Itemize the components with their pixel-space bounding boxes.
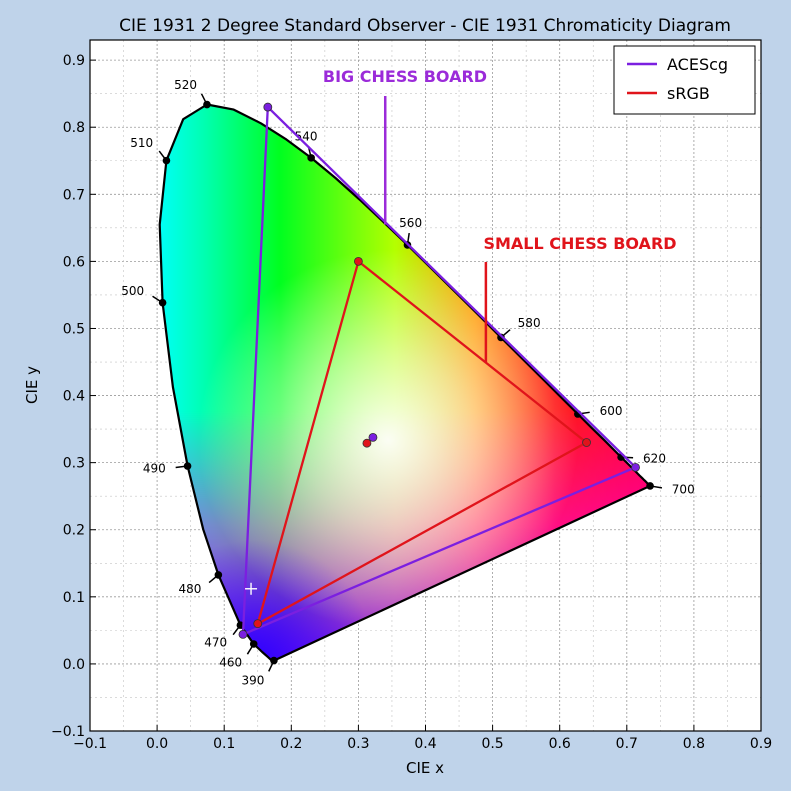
wavelength-label: 560	[399, 216, 422, 230]
wavelength-label: 460	[219, 656, 242, 670]
primary-point-srgb	[253, 619, 263, 629]
x-tick-label: 0.8	[683, 736, 705, 752]
y-tick-label: 0.7	[63, 187, 85, 203]
annotation-big-chess-board: BIG CHESS BOARD	[323, 67, 487, 86]
primary-point-srgb	[582, 438, 591, 447]
legend-label-srgb: sRGB	[667, 84, 710, 103]
y-tick-label: 0.2	[63, 523, 85, 539]
x-tick-label: 0.2	[280, 736, 302, 752]
wavelength-marker	[307, 154, 315, 162]
y-axis-label: CIE y	[23, 366, 41, 404]
x-tick-label: 0.9	[750, 736, 772, 752]
wavelength-marker	[162, 156, 171, 165]
y-tick-label: 0.6	[63, 254, 85, 270]
x-tick-label: 0.3	[347, 736, 369, 752]
y-tick-label: 0.0	[63, 657, 85, 673]
y-tick-label: 0.4	[63, 389, 85, 405]
wavelength-label: 490	[143, 462, 166, 476]
x-tick-label: 0.6	[549, 736, 571, 752]
primary-point-acescg	[263, 102, 273, 112]
wavelength-label: 620	[643, 451, 666, 465]
legend-label-acescg: ACEScg	[667, 55, 728, 74]
wavelength-label: 510	[130, 136, 153, 150]
wavelength-label: 500	[121, 284, 144, 298]
cross-marker	[245, 582, 258, 595]
primary-point-acescg	[631, 462, 640, 472]
y-tick-label: 0.8	[63, 120, 85, 136]
wavelength-marker	[158, 298, 167, 307]
x-tick-label: 0.5	[481, 736, 503, 752]
wavelength-marker	[270, 656, 278, 665]
wavelength-label: 520	[174, 78, 197, 92]
wavelength-label: 580	[518, 316, 541, 330]
wavelength-marker	[249, 640, 258, 648]
x-tick-label: −0.1	[73, 736, 107, 752]
annotation-small-chess-board: SMALL CHESS BOARD	[483, 234, 676, 253]
wavelength-marker	[646, 482, 654, 490]
wavelength-label: 390	[241, 673, 264, 687]
wavelength-label: 480	[178, 582, 201, 596]
series-line-acescg	[241, 105, 637, 636]
primary-point-srgb	[353, 256, 363, 266]
x-tick-label: 0.1	[213, 736, 235, 752]
wavelength-label: 470	[204, 636, 227, 650]
wavelength-marker	[203, 100, 211, 109]
whitepoint-acescg	[368, 432, 378, 442]
primary-point-acescg	[238, 629, 248, 639]
legend-box	[613, 45, 756, 115]
wavelength-marker	[497, 333, 505, 342]
axis-ticks: −0.1 0.0 0.1 0.2 0.3 0.4 0.5 0.6 0.7 0.8 0.9 −0.1 0.…	[51, 53, 772, 752]
wavelength-label: 700	[672, 482, 695, 496]
y-tick-label: 0.1	[63, 590, 85, 606]
x-tick-label: 0.0	[146, 736, 168, 752]
wavelength-marker	[214, 571, 223, 579]
series-line-srgb	[256, 260, 588, 625]
y-tick-label: 0.5	[63, 321, 85, 337]
x-axis-label: CIE x	[406, 759, 444, 777]
y-tick-label: 0.9	[63, 53, 85, 69]
x-tick-label: 0.7	[616, 736, 638, 752]
y-tick-label: 0.3	[63, 456, 85, 472]
y-tick-label: −0.1	[51, 724, 85, 740]
chart-title: CIE 1931 2 Degree Standard Observer - CI…	[119, 16, 731, 36]
overlays: 3904604704804905005105205405605806006207…	[121, 67, 694, 687]
whitepoint-srgb	[362, 438, 372, 448]
wavelength-label: 600	[600, 404, 623, 418]
wavelength-marker	[183, 462, 192, 470]
x-tick-label: 0.4	[414, 736, 436, 752]
legend: ACEScg sRGB	[613, 45, 756, 115]
